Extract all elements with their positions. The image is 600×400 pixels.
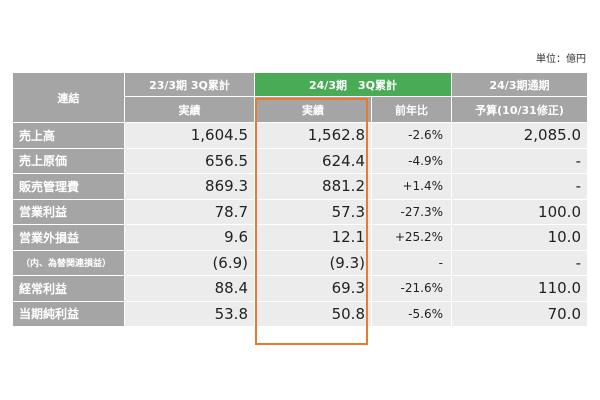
curr-actual-cell: 1,562.8 <box>254 122 372 149</box>
header-prev-period: 23/3期 3Q累計 <box>124 72 255 97</box>
table-row: 売上原価 656.5 624.4 -4.9% - <box>12 147 588 174</box>
table-row: 売上高 1,604.5 1,562.8 -2.6% 2,085.0 <box>12 122 588 149</box>
row-label: 売上高 <box>12 122 125 149</box>
row-label: 売上原価 <box>12 147 125 174</box>
yoy-cell: -4.9% <box>371 147 452 174</box>
curr-actual-cell: 57.3 <box>254 198 372 225</box>
budget-cell: 10.0 <box>451 224 588 251</box>
row-label: 販売管理費 <box>12 173 125 200</box>
yoy-cell: -2.6% <box>371 122 452 149</box>
budget-cell: 2,085.0 <box>451 122 588 149</box>
yoy-cell: - <box>371 249 452 276</box>
table-row: （内、為替関連損益） (6.9) (9.3) - - <box>12 249 588 276</box>
financial-results-table: 連結 23/3期 3Q累計 24/3期 3Q累計 24/3期通期 実績 実績 前… <box>12 72 588 327</box>
header-budget: 予算(10/31修正) <box>451 96 588 123</box>
header-full-year: 24/3期通期 <box>451 72 588 97</box>
yoy-cell: -5.6% <box>371 300 452 327</box>
header-actual-prev: 実績 <box>124 96 255 123</box>
yoy-cell: -27.3% <box>371 198 452 225</box>
curr-actual-cell: 50.8 <box>254 300 372 327</box>
budget-cell: 70.0 <box>451 300 588 327</box>
table-row: 営業外損益 9.6 12.1 +25.2% 10.0 <box>12 224 588 251</box>
table-row: 経常利益 88.4 69.3 -21.6% 110.0 <box>12 275 588 302</box>
row-label: 当期純利益 <box>12 300 125 327</box>
yoy-cell: -21.6% <box>371 275 452 302</box>
row-label: 経常利益 <box>12 275 125 302</box>
prev-actual-cell: 9.6 <box>124 224 255 251</box>
yoy-cell: +25.2% <box>371 224 452 251</box>
row-label: 営業利益 <box>12 198 125 225</box>
curr-actual-cell: (9.3) <box>254 249 372 276</box>
budget-cell: - <box>451 249 588 276</box>
prev-actual-cell: 869.3 <box>124 173 255 200</box>
header-yoy: 前年比 <box>371 96 452 123</box>
yoy-cell: +1.4% <box>371 173 452 200</box>
budget-cell: - <box>451 173 588 200</box>
curr-actual-cell: 881.2 <box>254 173 372 200</box>
curr-actual-cell: 12.1 <box>254 224 372 251</box>
budget-cell: 110.0 <box>451 275 588 302</box>
curr-actual-cell: 69.3 <box>254 275 372 302</box>
prev-actual-cell: 78.7 <box>124 198 255 225</box>
header-consolidated: 連結 <box>12 72 125 123</box>
row-label: 営業外損益 <box>12 224 125 251</box>
header-row-columns: 実績 実績 前年比 予算(10/31修正) <box>13 96 588 123</box>
header-actual-curr: 実績 <box>254 96 372 123</box>
table-row: 販売管理費 869.3 881.2 +1.4% - <box>12 173 588 200</box>
prev-actual-cell: (6.9) <box>124 249 255 276</box>
budget-cell: - <box>451 147 588 174</box>
prev-actual-cell: 656.5 <box>124 147 255 174</box>
curr-actual-cell: 624.4 <box>254 147 372 174</box>
prev-actual-cell: 88.4 <box>124 275 255 302</box>
header-row-periods: 連結 23/3期 3Q累計 24/3期 3Q累計 24/3期通期 <box>12 72 588 123</box>
budget-cell: 100.0 <box>451 198 588 225</box>
table-row: 営業利益 78.7 57.3 -27.3% 100.0 <box>12 198 588 225</box>
header-current-period: 24/3期 3Q累計 <box>254 72 452 97</box>
unit-label: 単位：億円 <box>536 54 586 65</box>
prev-actual-cell: 1,604.5 <box>124 122 255 149</box>
table-row: 当期純利益 53.8 50.8 -5.6% 70.0 <box>12 300 588 327</box>
row-label: （内、為替関連損益） <box>12 249 125 276</box>
prev-actual-cell: 53.8 <box>124 300 255 327</box>
